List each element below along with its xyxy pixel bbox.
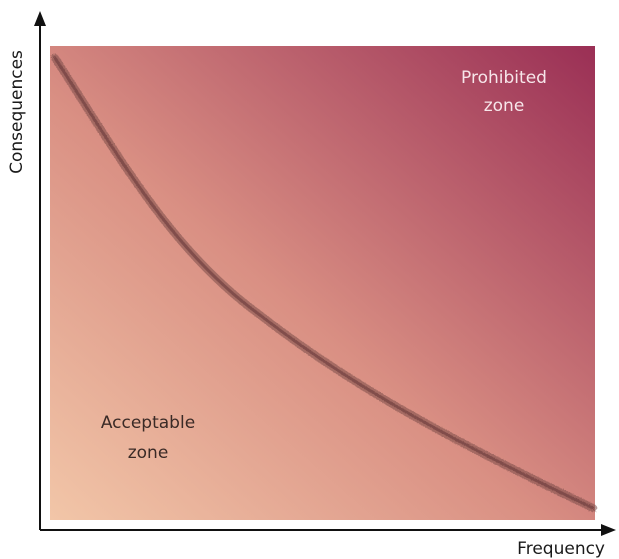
y-axis-label: Consequences (7, 50, 27, 174)
risk-boundary-curve (51, 54, 597, 512)
prohibited-zone-label: Prohibited zone (461, 68, 547, 116)
risk-zone-area (50, 46, 595, 520)
acceptable-zone-label-line1: Acceptable (101, 413, 195, 433)
prohibited-zone-label-line1: Prohibited (461, 68, 547, 88)
acceptable-zone-label: Acceptable zone (101, 413, 195, 463)
x-axis-arrow-icon (601, 524, 616, 536)
prohibited-zone-label-line2: zone (484, 96, 525, 116)
acceptable-zone-label-line2: zone (128, 443, 169, 463)
y-axis-arrow-icon (34, 11, 46, 26)
x-axis-label: Frequency (517, 539, 605, 559)
